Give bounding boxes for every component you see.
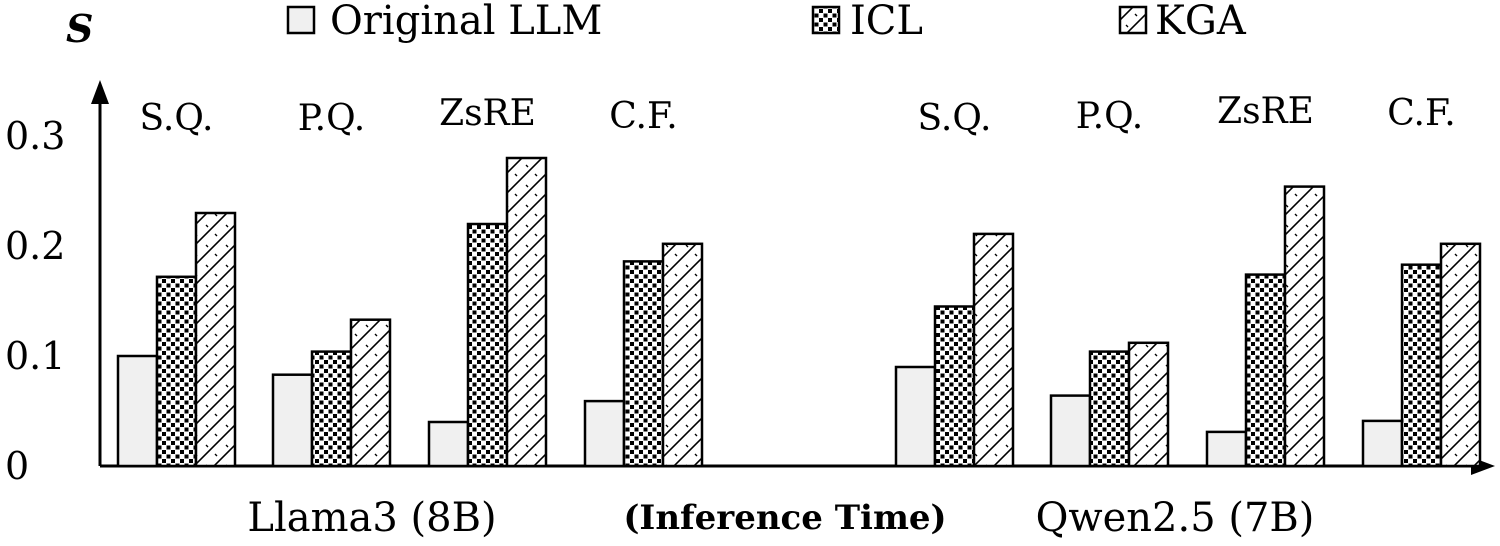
bar-qwen2.5-zsre-kga — [1283, 185, 1326, 468]
group-label-qwen2.5: Qwen2.5 (7B) — [1036, 495, 1315, 541]
bar-qwen2.5-pq-kga — [1127, 341, 1170, 468]
bar-qwen2.5-cf-kga — [1439, 242, 1482, 468]
category-label: ZsRE — [439, 93, 536, 134]
bar-llama3-sq-icl — [155, 275, 198, 468]
category-label: ZsRE — [1217, 91, 1314, 132]
category-label: S.Q. — [140, 98, 214, 139]
bar-qwen2.5-zsre-original-llm — [1205, 430, 1248, 468]
y-axis-arrow — [91, 80, 109, 104]
bar-llama3-zsre-original-llm — [427, 420, 470, 468]
legend: Original LLM ICL KGA — [286, 0, 1247, 44]
legend-swatch-icl — [811, 5, 841, 35]
bar-qwen2.5-pq-icl — [1088, 350, 1131, 468]
bar-llama3-cf-original-llm — [583, 399, 626, 468]
y-tick-label: 0.2 — [5, 224, 65, 268]
chart-caption: (Inference Time) — [623, 498, 946, 538]
bar-llama3-cf-icl — [622, 260, 665, 468]
category-label: P.Q. — [1076, 96, 1144, 137]
category-label: S.Q. — [918, 98, 992, 139]
y-axis: 0 0.1 0.2 0.3 S — [5, 6, 109, 488]
bar-qwen2.5-sq-original-llm — [894, 365, 937, 468]
group-label-llama3: Llama3 (8B) — [247, 495, 496, 541]
legend-swatch-original-llm — [286, 5, 316, 35]
bar-llama3-pq-icl — [310, 350, 353, 468]
category-label: C.F. — [609, 96, 678, 137]
bar-llama3-pq-original-llm — [271, 373, 314, 468]
group-labels: Llama3 (8B) Qwen2.5 (7B) (Inference Time) — [247, 495, 1314, 541]
y-tick-label: 0 — [5, 444, 29, 488]
bar-llama3-sq-kga — [194, 211, 237, 468]
bar-qwen2.5-pq-original-llm — [1049, 394, 1092, 468]
bar-qwen2.5-cf-original-llm — [1361, 419, 1404, 468]
bar-qwen2.5-sq-kga — [972, 232, 1015, 468]
bar-llama3-cf-kga — [661, 242, 704, 468]
legend-label-icl: ICL — [850, 0, 923, 44]
bar-llama3-pq-kga — [349, 318, 392, 468]
y-tick-label: 0.1 — [5, 334, 65, 378]
category-label: C.F. — [1387, 93, 1456, 134]
bar-llama3-zsre-kga — [505, 156, 548, 468]
legend-label-original-llm: Original LLM — [330, 0, 602, 44]
legend-swatch-kga — [1118, 5, 1148, 35]
category-labels: S.Q. P.Q. ZsRE C.F. S.Q. P.Q. ZsRE C.F. — [140, 91, 1456, 139]
bar-qwen2.5-sq-icl — [933, 305, 976, 468]
legend-label-kga: KGA — [1155, 0, 1247, 44]
bar-llama3-sq-original-llm — [116, 354, 159, 468]
bar-llama3-zsre-icl — [466, 222, 509, 468]
bars — [116, 156, 1482, 468]
y-axis-title: S — [66, 6, 93, 51]
bar-qwen2.5-cf-icl — [1400, 263, 1443, 468]
bar-qwen2.5-zsre-icl — [1244, 273, 1287, 468]
category-label: P.Q. — [298, 98, 366, 139]
y-tick-label: 0.3 — [5, 114, 65, 158]
